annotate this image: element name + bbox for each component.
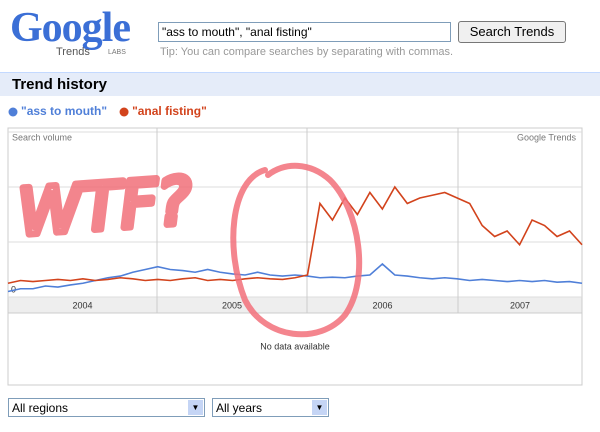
legend-label: "ass to mouth" [21,104,107,118]
year-label: 2004 [72,300,92,310]
tip: Tip: You can compare searches by separat… [160,46,454,58]
series-line [7,185,583,285]
dropdown-arrow: ▼ [312,400,327,415]
legend-dot [8,107,18,117]
region-text: All regions [12,401,69,415]
dropdown-arrow: ▼ [188,400,203,415]
annotation: WTF? [16,165,194,251]
year-strip [7,296,583,314]
legend-dot [119,107,129,117]
year-label: 2006 [372,300,392,310]
region-select[interactable]: All regions ▼ [8,398,205,417]
series-line [7,262,583,293]
section-title: Trend history [0,72,600,96]
legend-label: "anal fisting" [132,104,207,118]
logo-badge: LABS [108,49,126,56]
search-input[interactable]: "ass to mouth", "anal fisting" [158,22,451,42]
year-label: 2005 [222,300,242,310]
logo-text: Google [10,5,131,51]
no-data: No data available [260,341,330,351]
annotation-circle [230,162,363,338]
chart-frame [7,127,583,386]
logo: Google Trends LABS [10,4,160,62]
y-label: Search volume [12,132,72,142]
chart: Search volume Google Trends No data avai… [7,104,583,386]
years-select[interactable]: All years ▼ [212,398,329,417]
year-label: 2007 [510,300,530,310]
source: Google Trends [517,132,577,142]
y-tick-label: 0 [11,284,16,294]
years-text: All years [216,401,263,415]
search-button[interactable]: Search Trends [458,21,566,43]
logo-sub: Trends [56,46,90,58]
